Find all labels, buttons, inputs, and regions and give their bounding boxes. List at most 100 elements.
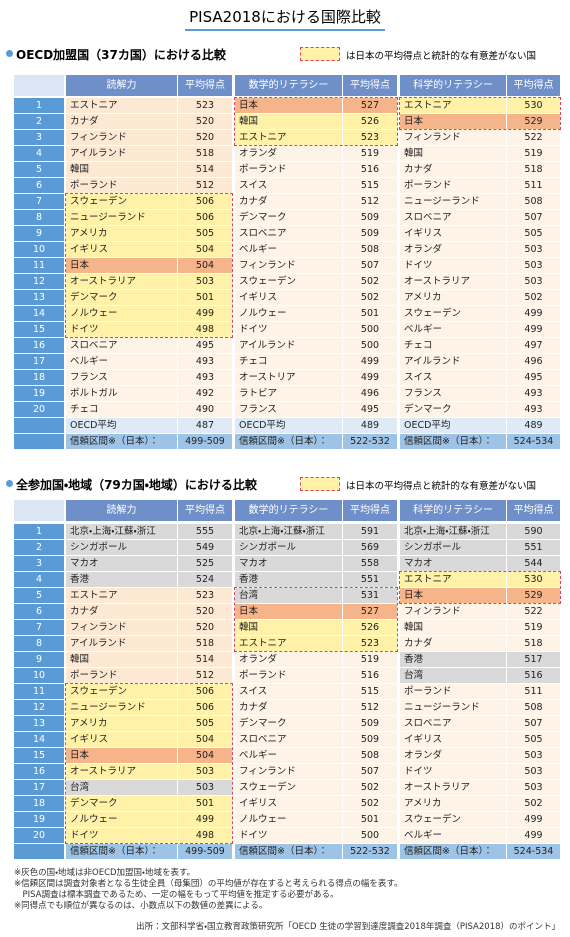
country: マカオ	[66, 556, 177, 571]
column-header: 数学的リテラシー	[235, 75, 342, 96]
score: 522	[507, 604, 560, 619]
country: スウェーデン	[66, 684, 177, 699]
score: 520	[178, 130, 232, 145]
rank: 1	[14, 524, 64, 539]
country: シンガポール	[66, 540, 177, 555]
rank: 1	[14, 98, 64, 113]
country: ベルギー	[400, 828, 506, 843]
country: 北京・上海・江蘇・浙江	[66, 524, 177, 539]
footer-cell: 489	[343, 418, 397, 433]
section-heading: 全参加国・地域（79カ国・地域）における比較	[16, 478, 257, 492]
score: 519	[343, 652, 397, 667]
country: 北京・上海・江蘇・浙江	[400, 524, 506, 539]
country: ポルトガル	[66, 386, 177, 401]
column-header: 平均得点	[178, 500, 232, 521]
footer-cell: 信頼区間※（日本）：	[235, 434, 342, 449]
country: フィンランド	[235, 258, 342, 273]
score: 518	[507, 636, 560, 651]
score: 503	[507, 764, 560, 779]
country: 香港	[235, 572, 342, 587]
score: 527	[343, 98, 397, 113]
rank: 17	[14, 354, 64, 369]
score: 518	[507, 162, 560, 177]
country: 台湾	[235, 588, 342, 603]
score: 531	[343, 588, 397, 603]
country: アメリカ	[66, 716, 177, 731]
score: 519	[343, 146, 397, 161]
score: 523	[343, 130, 397, 145]
section-heading: OECD加盟国（37カ国）における比較	[16, 48, 226, 62]
country: チェコ	[235, 354, 342, 369]
rank: 6	[14, 178, 64, 193]
rank: 16	[14, 764, 64, 779]
country: デンマーク	[66, 290, 177, 305]
score: 522	[507, 130, 560, 145]
country: スウェーデン	[66, 194, 177, 209]
score: 517	[507, 652, 560, 667]
rank: 6	[14, 604, 64, 619]
legend-text: は日本の平均得点と統計的な有意差がない国	[346, 481, 537, 492]
country: オーストラリア	[66, 764, 177, 779]
country: デンマーク	[235, 210, 342, 225]
score: 558	[343, 556, 397, 571]
column-header: 平均得点	[343, 75, 397, 96]
score: 500	[343, 828, 397, 843]
section-bullet	[6, 480, 13, 487]
rank: 8	[14, 210, 64, 225]
country: ポーランド	[235, 668, 342, 683]
country: ドイツ	[400, 764, 506, 779]
score: 499	[507, 812, 560, 827]
score: 493	[507, 386, 560, 401]
country: フランス	[400, 386, 506, 401]
section-bullet	[6, 50, 13, 57]
country: スイス	[235, 178, 342, 193]
country: 台湾	[66, 780, 177, 795]
country: スウェーデン	[400, 812, 506, 827]
rank: 9	[14, 652, 64, 667]
score: 507	[507, 716, 560, 731]
score: 519	[507, 146, 560, 161]
score: 514	[178, 652, 232, 667]
score: 520	[178, 604, 232, 619]
country: フランス	[66, 370, 177, 385]
country: カナダ	[66, 604, 177, 619]
score: 500	[343, 338, 397, 353]
country: マカオ	[400, 556, 506, 571]
country: フィンランド	[400, 604, 506, 619]
country: ドイツ	[66, 828, 177, 843]
country: ポーランド	[400, 178, 506, 193]
score: 503	[507, 780, 560, 795]
rank: 5	[14, 588, 64, 603]
column-header: 数学的リテラシー	[235, 500, 342, 521]
country: ノルウェー	[235, 812, 342, 827]
score: 509	[343, 226, 397, 241]
score: 500	[343, 322, 397, 337]
country: ドイツ	[235, 322, 342, 337]
country: ポーランド	[400, 684, 506, 699]
score: 501	[178, 290, 232, 305]
rank: 3	[14, 556, 64, 571]
score: 501	[343, 306, 397, 321]
score: 529	[507, 114, 560, 129]
score: 493	[178, 354, 232, 369]
score: 525	[178, 556, 232, 571]
score: 518	[178, 636, 232, 651]
country: エストニア	[235, 130, 342, 145]
country: ラトビア	[235, 386, 342, 401]
rank: 8	[14, 636, 64, 651]
rank: 10	[14, 668, 64, 683]
legend-swatch	[300, 477, 340, 491]
country: スロベニア	[235, 732, 342, 747]
score: 530	[507, 572, 560, 587]
column-header: 科学的リテラシー	[400, 500, 506, 521]
rank: 14	[14, 732, 64, 747]
country: オランダ	[235, 146, 342, 161]
rank: 18	[14, 370, 64, 385]
country: 日本	[400, 114, 506, 129]
rank: 17	[14, 780, 64, 795]
score: 504	[178, 748, 232, 763]
rank: 5	[14, 162, 64, 177]
footer-cell: 524-534	[507, 434, 560, 449]
score: 505	[178, 716, 232, 731]
score: 508	[343, 242, 397, 257]
